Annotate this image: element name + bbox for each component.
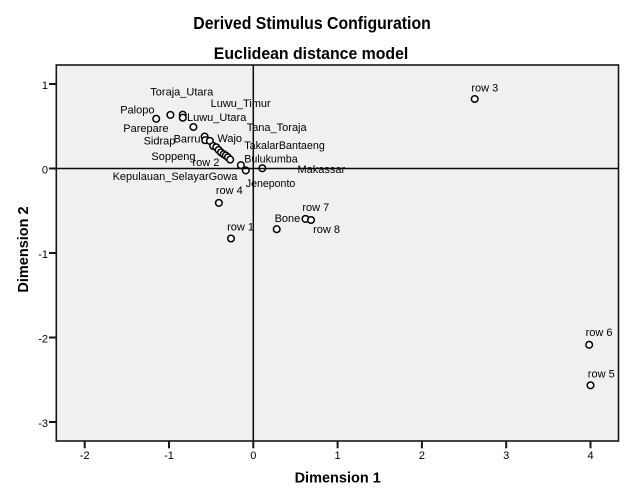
svg-text:Parepare: Parepare [123,123,168,135]
svg-text:Soppeng: Soppeng [151,151,195,163]
svg-text:TakalarBantaeng: TakalarBantaeng [244,140,324,152]
svg-text:Wajo: Wajo [217,133,242,145]
svg-text:1: 1 [42,80,48,92]
svg-text:Bulukumba: Bulukumba [244,153,298,165]
svg-text:Dimension 2: Dimension 2 [16,206,32,292]
svg-text:2: 2 [419,450,425,462]
svg-text:row 4: row 4 [216,185,243,197]
svg-text:row 2: row 2 [193,157,220,169]
svg-text:-1: -1 [164,450,174,462]
svg-text:Sidrap: Sidrap [144,136,176,148]
svg-text:-3: -3 [38,418,48,430]
svg-text:row 1: row 1 [227,221,254,233]
svg-text:row 3: row 3 [471,82,498,94]
svg-text:Jeneponto: Jeneponto [246,178,295,190]
svg-text:-2: -2 [38,334,48,346]
svg-text:Derived Stimulus Configuration: Derived Stimulus Configuration [193,13,430,33]
svg-text:row 5: row 5 [588,369,615,381]
svg-text:Makassar: Makassar [298,164,346,176]
svg-text:row 8: row 8 [313,224,340,236]
svg-text:Barru: Barru [174,133,201,145]
svg-text:-2: -2 [80,450,90,462]
svg-text:1: 1 [335,450,341,462]
svg-text:Euclidean distance model: Euclidean distance model [214,45,408,63]
svg-text:0: 0 [250,450,256,462]
svg-text:Kepulauan_SelayarGowa: Kepulauan_SelayarGowa [113,171,239,183]
svg-text:Bone: Bone [275,213,301,225]
svg-text:row 7: row 7 [302,202,329,214]
svg-text:row 6: row 6 [586,327,613,339]
svg-text:Toraja_Utara: Toraja_Utara [150,87,214,99]
svg-text:Dimension 1: Dimension 1 [295,471,381,487]
svg-text:Tana_Toraja: Tana_Toraja [247,122,308,134]
svg-text:4: 4 [587,450,593,462]
svg-text:3: 3 [503,450,509,462]
svg-text:Luwu_Utara: Luwu_Utara [187,112,247,124]
svg-text:Palopo: Palopo [120,105,154,117]
svg-text:-1: -1 [38,249,48,261]
svg-text:Luwu_Timur: Luwu_Timur [211,98,271,110]
svg-text:0: 0 [42,165,48,177]
